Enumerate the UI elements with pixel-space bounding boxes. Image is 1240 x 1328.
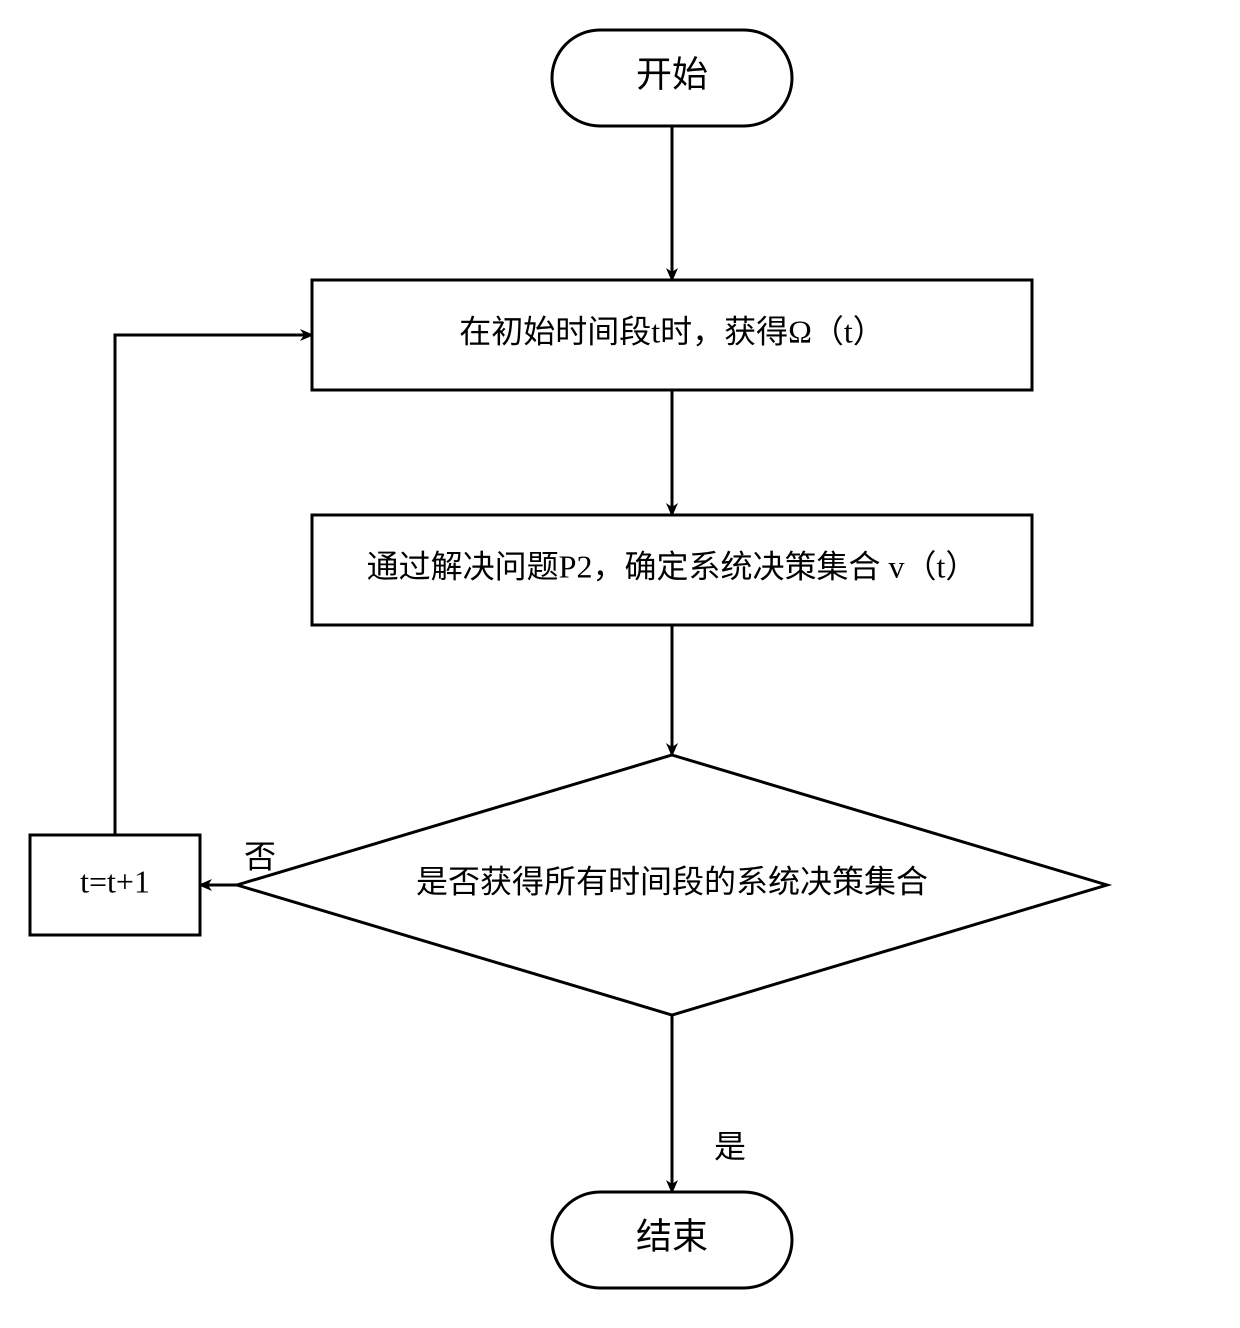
node-start-label: 开始 — [636, 54, 708, 94]
edge-label: 是 — [714, 1128, 746, 1164]
node-decision-label: 是否获得所有时间段的系统决策集合 — [416, 863, 928, 899]
edge — [115, 335, 312, 835]
node-end-label: 结束 — [636, 1216, 708, 1256]
node-increment-label: t=t+1 — [80, 863, 150, 899]
node-step2-label: 通过解决问题P2，确定系统决策集合 v（t） — [367, 548, 978, 584]
edge-label: 否 — [244, 838, 276, 874]
flowchart-diagram: 否是 开始在初始时间段t时，获得Ω（t） 通过解决问题P2，确定系统决策集合 v（t… — [0, 0, 1240, 1328]
node-step1-label: 在初始时间段t时，获得Ω（t） — [459, 313, 885, 349]
